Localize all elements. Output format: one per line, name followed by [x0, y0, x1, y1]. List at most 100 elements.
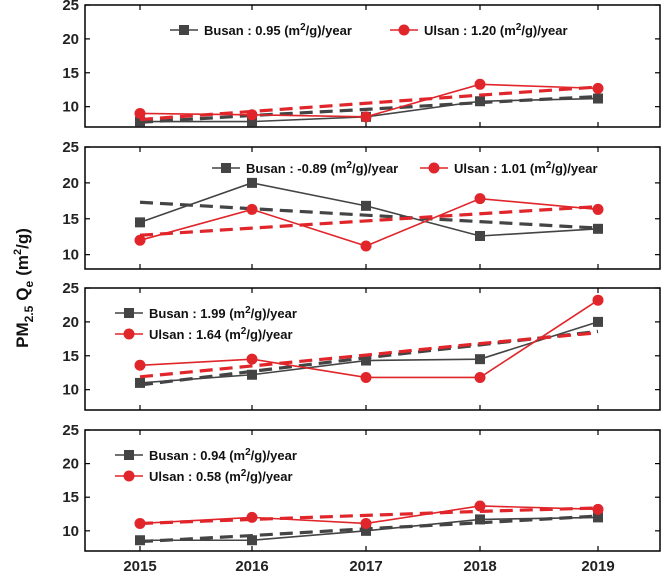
busan-point	[475, 514, 485, 525]
busan-point	[361, 200, 371, 211]
ulsan-trend-line	[139, 204, 599, 237]
y-axis-label-q-sub: e	[22, 280, 36, 287]
busan-legend-item: Busan : -0.89 (m2/g)/year	[212, 160, 398, 176]
y-tick-label: 15	[62, 211, 79, 228]
ulsan-point	[592, 503, 604, 515]
ulsan-point	[134, 517, 146, 529]
y-axis-label: PM2.5 Qe (m2/g)	[12, 228, 36, 348]
ulsan-legend-marker	[428, 162, 440, 174]
ulsan-legend-label: Ulsan : 1.01 (m2/g)/year	[454, 160, 598, 176]
ulsan-legend-label: Ulsan : 1.20 (m2/g)/year	[424, 22, 568, 38]
y-tick-label: 10	[62, 382, 79, 399]
busan-legend-label-sup: 2	[300, 22, 306, 33]
ulsan-legend-label-rest: /g)/year	[246, 469, 292, 484]
y-tick-label: 20	[62, 314, 79, 331]
busan-legend-item: Busan : 0.95 (m2/g)/year	[170, 22, 352, 38]
busan-legend-marker	[221, 163, 231, 173]
busan-legend-marker	[179, 25, 189, 35]
ulsan-point	[474, 193, 486, 205]
ulsan-point	[474, 371, 486, 383]
ulsan-legend-label: Ulsan : 0.58 (m2/g)/year	[149, 468, 293, 484]
ulsan-point	[134, 234, 146, 246]
busan-point	[475, 96, 485, 107]
busan-point	[247, 177, 257, 188]
ulsan-legend-label-sup: 2	[241, 468, 247, 479]
y-tick-label: 20	[62, 175, 79, 192]
panel-frame	[84, 429, 661, 552]
ulsan-legend-label-sup: 2	[546, 160, 552, 171]
busan-legend-label-main: Busan : 0.95 (m	[204, 23, 300, 38]
ulsan-point	[592, 294, 604, 306]
x-tick-label: 2019	[581, 558, 614, 574]
ulsan-legend-item: Ulsan : 0.58 (m2/g)/year	[115, 468, 293, 484]
ulsan-point	[134, 359, 146, 371]
busan-legend-label-rest: /g)/year	[352, 161, 398, 176]
y-axis-label-unit-sup: 2	[12, 249, 24, 255]
ulsan-point	[360, 240, 372, 252]
y-axis-label-unit-open: (m	[13, 255, 32, 276]
busan-point	[135, 217, 145, 228]
ulsan-trend-line	[139, 331, 599, 379]
ulsan-legend-label-main: Ulsan : 0.58 (m	[149, 469, 241, 484]
busan-point	[247, 369, 257, 380]
y-tick-label: 15	[62, 65, 79, 82]
busan-legend-label-rest: /g)/year	[251, 448, 297, 463]
chart-panel-1: 10 15 20 25 Busan : 0.95 (m2/g)/year Ulsan : …	[62, 0, 661, 128]
y-tick-label: 25	[62, 139, 79, 156]
ulsan-point	[134, 107, 146, 119]
y-tick-label: 20	[62, 31, 79, 48]
busan-legend-label-sup: 2	[245, 305, 251, 316]
busan-trend-line	[139, 200, 599, 230]
busan-legend-label: Busan : 1.99 (m2/g)/year	[149, 305, 297, 321]
busan-legend-label: Busan : 0.95 (m2/g)/year	[204, 22, 352, 38]
ulsan-point	[246, 511, 258, 523]
ulsan-legend-item: Ulsan : 1.01 (m2/g)/year	[420, 160, 598, 176]
ulsan-legend-marker	[398, 24, 410, 36]
ulsan-legend-label-sup: 2	[241, 326, 247, 337]
x-tick-label: 2018	[463, 558, 496, 574]
ulsan-legend-label-rest: /g)/year	[246, 327, 292, 342]
busan-point	[247, 116, 257, 127]
ulsan-point	[360, 517, 372, 529]
ulsan-legend-item: Ulsan : 1.64 (m2/g)/year	[115, 326, 293, 342]
x-axis-labels: 2015 2016 2017 2018 2019	[123, 558, 614, 574]
ulsan-legend-item: Ulsan : 1.20 (m2/g)/year	[390, 22, 568, 38]
busan-point	[475, 354, 485, 365]
busan-legend-label-main: Busan : 1.99 (m	[149, 306, 245, 321]
y-tick-label: 25	[62, 0, 79, 14]
ulsan-legend-marker	[123, 470, 135, 482]
busan-legend-label-main: Busan : -0.89 (m	[246, 161, 346, 176]
busan-point	[247, 535, 257, 546]
y-tick-label: 10	[62, 523, 79, 540]
y-axis-label-pm: PM	[13, 322, 32, 348]
ulsan-legend-label-rest: /g)/year	[551, 161, 597, 176]
ulsan-point	[360, 371, 372, 383]
ulsan-trend-line	[139, 506, 599, 526]
x-tick-label: 2017	[349, 558, 382, 574]
busan-point	[135, 535, 145, 546]
y-tick-label: 15	[62, 348, 79, 365]
y-tick-label: 20	[62, 456, 79, 473]
ulsan-legend-label-main: Ulsan : 1.64 (m	[149, 327, 241, 342]
y-axis-label-pm-sub: 2.5	[22, 305, 36, 322]
busan-legend-item: Busan : 0.94 (m2/g)/year	[115, 447, 297, 463]
ulsan-trend-line	[139, 85, 599, 122]
y-axis-label-q: Q	[13, 287, 32, 300]
x-tick-label: 2015	[123, 558, 156, 574]
y-tick-label: 25	[62, 422, 79, 439]
busan-point	[593, 93, 603, 104]
busan-point	[475, 230, 485, 241]
y-tick-label: 10	[62, 99, 79, 116]
ulsan-legend-label-main: Ulsan : 1.20 (m	[424, 23, 516, 38]
panel-frame	[84, 287, 661, 411]
ulsan-legend-label-sup: 2	[516, 22, 522, 33]
y-axis-label-unit-close: /g)	[13, 228, 32, 249]
ulsan-legend-marker	[123, 328, 135, 340]
ulsan-point	[360, 111, 372, 123]
busan-legend-marker	[124, 308, 134, 318]
ulsan-point	[246, 109, 258, 121]
ulsan-legend-label: Ulsan : 1.64 (m2/g)/year	[149, 326, 293, 342]
